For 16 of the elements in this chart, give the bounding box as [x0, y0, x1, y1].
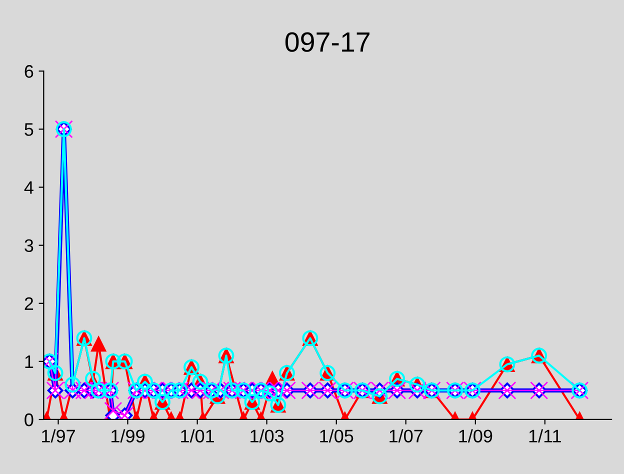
x-tick-label: 1/05 [320, 429, 354, 442]
y-tick-label: 5 [24, 123, 34, 136]
chart-title: 097-17 [285, 32, 370, 52]
x-tick-label: 1/99 [112, 429, 144, 442]
y-tick-label: 4 [24, 181, 34, 194]
x-tick-label: 1/03 [250, 429, 284, 442]
x-tick-label: 1/09 [459, 429, 492, 442]
y-tick-label: 0 [24, 413, 34, 426]
x-tick-label: 1/07 [390, 429, 423, 442]
y-tick-label: 3 [24, 239, 34, 252]
y-tick-label: 1 [25, 356, 34, 368]
x-tick-label: 1/97 [42, 429, 75, 442]
x-tick-label: 1/01 [181, 429, 214, 442]
y-tick-label: 6 [24, 65, 34, 78]
y-tick-label: 2 [24, 297, 34, 310]
x-tick-label: 1/11 [529, 429, 561, 442]
